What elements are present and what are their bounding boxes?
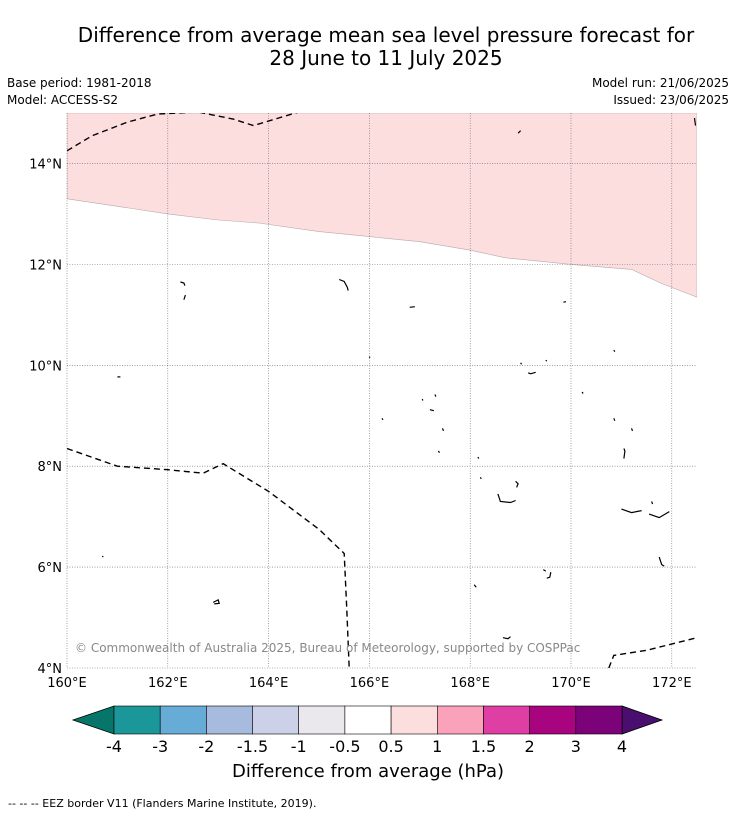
lat-tick-label: 6°N xyxy=(38,561,63,576)
island-coastline xyxy=(479,476,482,480)
map-layers: 160°E 162°E 164°E 166°E 168°E 170°E 172°E 4°N 6°… xyxy=(29,113,697,691)
colorbar-tick-label: 1.5 xyxy=(470,737,497,756)
lon-tick-label: 172°E xyxy=(652,676,692,691)
island-coastline xyxy=(212,599,220,605)
colorbar-tick-label: -1.5 xyxy=(236,737,269,756)
island-coastline xyxy=(630,428,634,432)
colorbar-tick-label: -0.5 xyxy=(329,737,361,756)
lon-tick-label: 160°E xyxy=(47,676,87,691)
colorbar-box xyxy=(529,705,577,735)
colorbar-box xyxy=(390,705,438,735)
colorbar-box xyxy=(575,705,623,735)
lat-tick-label: 12°N xyxy=(29,258,62,273)
colorbar-title: Difference from average (hPa) xyxy=(231,761,505,782)
island-coastline xyxy=(527,371,536,375)
island-coastline xyxy=(520,362,523,365)
colorbar-tick-label: -2 xyxy=(198,737,215,756)
anomaly-region xyxy=(67,113,697,298)
island-coastline xyxy=(648,511,670,519)
island-coastline xyxy=(542,569,547,572)
eez-border-line xyxy=(67,447,350,668)
island-coastline xyxy=(434,394,437,397)
base-period-label: Base period: 1981-2018 xyxy=(7,76,152,90)
island-coastline xyxy=(613,349,616,353)
map-title-line-2: 28 June to 11 July 2025 xyxy=(269,46,503,70)
lon-tick-label: 170°E xyxy=(551,676,591,691)
island-coastline xyxy=(437,450,440,453)
island-coastline xyxy=(180,281,186,286)
colorbar-tick-label: 3 xyxy=(570,737,581,756)
colorbar-tick-label: 1 xyxy=(432,737,443,756)
island-coastline xyxy=(381,417,384,421)
island-coastline xyxy=(613,418,616,422)
island-coastline xyxy=(693,117,697,126)
island-coastline xyxy=(473,584,477,588)
island-coastline xyxy=(651,501,654,505)
island-coastline xyxy=(581,391,584,394)
colorbar-box xyxy=(206,705,253,735)
eez-border-line xyxy=(608,637,697,668)
island-coastline xyxy=(477,456,480,459)
island-coastline xyxy=(515,480,519,488)
lat-tick-label: 14°N xyxy=(29,157,62,172)
island-coastline xyxy=(368,356,371,358)
colorbar-box xyxy=(344,705,392,735)
colorbar-tick-label: -1 xyxy=(290,737,307,756)
island-coastline xyxy=(429,409,435,412)
colorbar-box xyxy=(483,705,531,735)
issued-label: Issued: 23/06/2025 xyxy=(613,93,729,107)
island-coastline xyxy=(502,636,511,640)
colorbar-box xyxy=(159,705,207,735)
island-coastline xyxy=(101,555,104,558)
island-coastline xyxy=(421,398,424,401)
lon-tick-label: 162°E xyxy=(148,676,188,691)
island-coastline xyxy=(338,278,349,291)
colorbar xyxy=(71,705,664,735)
colorbar-tick-label: 4 xyxy=(616,737,628,756)
lon-tick-label: 168°E xyxy=(450,676,490,691)
colorbar-box xyxy=(113,705,161,735)
lat-tick-label: 8°N xyxy=(38,460,63,475)
island-coastline xyxy=(658,556,665,567)
colorbar-tick-label: 2 xyxy=(524,737,535,756)
island-coastline xyxy=(621,508,642,514)
colorbar-tick-label: -4 xyxy=(106,737,122,756)
eez-legend: -- -- -- EEZ border V11 (Flanders Marine… xyxy=(8,797,317,810)
island-coastline xyxy=(497,493,516,504)
colorbar-box xyxy=(436,705,484,735)
colorbar-tick-label: 0.5 xyxy=(378,737,404,756)
colorbar-over-arrow xyxy=(621,705,664,735)
colorbar-box xyxy=(298,705,346,735)
island-coastline xyxy=(441,428,445,432)
colorbar-box xyxy=(252,705,300,735)
model-run-label: Model run: 21/06/2025 xyxy=(591,76,729,90)
island-coastline xyxy=(545,359,548,362)
lon-tick-label: 164°E xyxy=(249,676,289,691)
island-coastline xyxy=(183,294,186,300)
colorbar-under-arrow xyxy=(71,705,115,735)
lat-tick-label: 10°N xyxy=(29,359,62,374)
copyright-notice: © Commonwealth of Australia 2025, Bureau… xyxy=(75,641,581,655)
map-title-line-1: Difference from average mean sea level p… xyxy=(77,23,695,47)
island-coastline xyxy=(623,448,626,459)
colorbar-tick-label: -3 xyxy=(152,737,169,756)
island-coastline xyxy=(409,306,415,308)
eez-border-line xyxy=(67,113,298,152)
island-coastline xyxy=(517,130,522,134)
island-coastline xyxy=(546,571,552,579)
lon-tick-label: 166°E xyxy=(350,676,390,691)
island-coastline xyxy=(563,301,567,303)
model-label: Model: ACCESS-S2 xyxy=(7,93,119,107)
lat-tick-label: 4°N xyxy=(38,662,63,677)
